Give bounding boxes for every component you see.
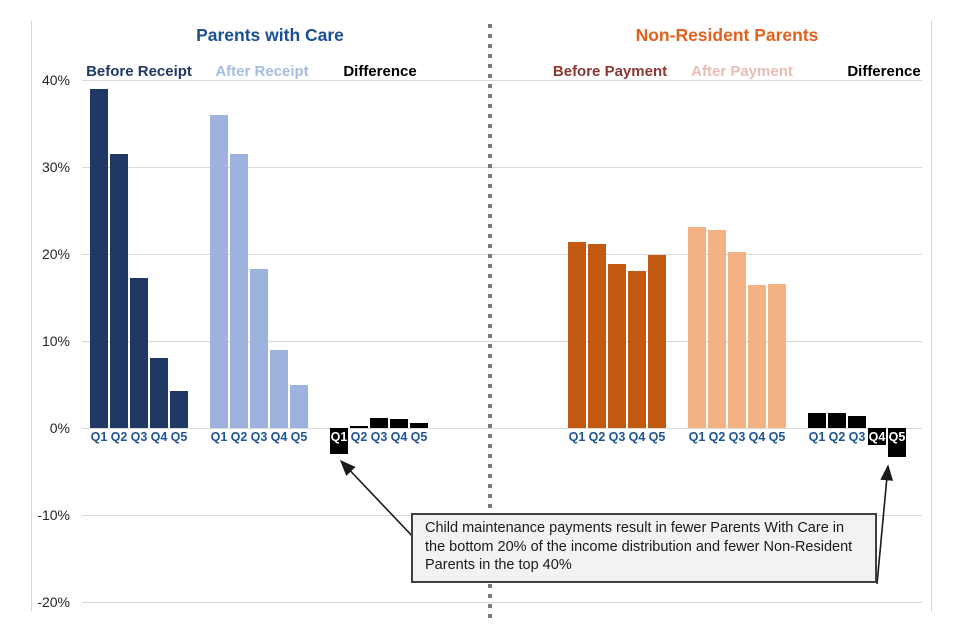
x-tick-label: Q2	[230, 430, 248, 444]
difference-q5-bar	[888, 428, 906, 457]
x-tick-label: Q4	[868, 430, 886, 444]
before-receipt-q1-bar	[90, 88, 108, 428]
after-payment-q3-bar	[728, 252, 746, 428]
x-tick-label: Q1	[808, 430, 826, 444]
difference-q2-bar	[350, 426, 368, 428]
gridline	[82, 341, 922, 342]
x-tick-label: Q2	[110, 430, 128, 444]
before-receipt-q5-bar	[170, 390, 188, 428]
x-tick-label: Q3	[608, 430, 626, 444]
difference-q3-bar	[848, 415, 866, 428]
y-tick-label: -10%	[37, 507, 70, 523]
gridline	[82, 428, 922, 429]
x-tick-label: Q1	[330, 430, 348, 444]
y-tick-label: 20%	[41, 246, 70, 262]
x-tick-label: Q1	[688, 430, 706, 444]
after-payment-q4-bar	[748, 285, 766, 428]
series-label-after-payment: After Payment	[691, 63, 793, 80]
gridline	[82, 254, 922, 255]
x-tick-label: Q4	[748, 430, 766, 444]
difference-q1-bar	[808, 413, 826, 428]
y-tick-label: 30%	[41, 159, 70, 175]
x-tick-label: Q5	[170, 430, 188, 444]
difference-q2-bar	[828, 413, 846, 428]
x-tick-label: Q4	[628, 430, 646, 444]
annotation-box: Child maintenance payments result in few…	[411, 513, 877, 583]
gridline	[82, 167, 922, 168]
x-tick-label: Q5	[888, 430, 906, 444]
difference-q3-bar	[370, 418, 388, 428]
x-tick-label: Q5	[410, 430, 428, 444]
x-tick-label: Q2	[350, 430, 368, 444]
plot-border-right	[931, 20, 932, 612]
difference-q4-bar	[868, 428, 886, 445]
x-tick-label: Q3	[130, 430, 148, 444]
x-tick-label: Q4	[270, 430, 288, 444]
x-tick-label: Q5	[290, 430, 308, 444]
difference-q5-bar	[410, 422, 428, 428]
x-tick-label: Q1	[568, 430, 586, 444]
x-tick-label: Q1	[90, 430, 108, 444]
before-payment-q5-bar	[648, 254, 666, 428]
after-payment-q5-bar	[768, 283, 786, 428]
series-label-difference-left: Difference	[343, 63, 417, 80]
panel-divider	[488, 24, 492, 618]
before-payment-q4-bar	[628, 270, 646, 428]
difference-q1-bar	[330, 428, 348, 455]
x-tick-label: Q5	[648, 430, 666, 444]
x-tick-label: Q4	[150, 430, 168, 444]
x-tick-label: Q3	[728, 430, 746, 444]
plot-border-left	[31, 20, 32, 612]
after-receipt-q5-bar	[290, 384, 308, 428]
x-tick-label: Q3	[370, 430, 388, 444]
after-receipt-q1-bar	[210, 114, 228, 428]
panel-title-parents-with-care: Parents with Care	[196, 25, 344, 45]
before-payment-q1-bar	[568, 241, 586, 428]
after-receipt-q3-bar	[250, 268, 268, 428]
x-tick-label: Q3	[250, 430, 268, 444]
x-tick-label: Q2	[828, 430, 846, 444]
difference-q4-bar	[390, 419, 408, 428]
before-receipt-q3-bar	[130, 278, 148, 428]
y-tick-label: 0%	[49, 420, 70, 436]
after-receipt-q4-bar	[270, 349, 288, 428]
y-tick-label: -20%	[37, 594, 70, 610]
gridline	[82, 80, 922, 81]
series-label-difference-right: Difference	[847, 63, 921, 80]
series-label-before-receipt: Before Receipt	[86, 63, 192, 80]
annotation-text: Child maintenance payments result in few…	[425, 520, 853, 574]
annotation-arrow-right	[876, 464, 894, 585]
before-payment-q2-bar	[588, 244, 606, 428]
before-payment-q3-bar	[608, 264, 626, 428]
gridline	[82, 602, 922, 603]
series-label-before-payment: Before Payment	[552, 63, 668, 80]
y-tick-label: 10%	[41, 333, 70, 349]
before-receipt-q4-bar	[150, 358, 168, 428]
y-tick-label: 40%	[41, 72, 70, 88]
series-label-after-receipt: After Receipt	[215, 63, 309, 80]
panel-title-non-resident-parents: Non-Resident Parents	[635, 25, 819, 45]
x-tick-label: Q5	[768, 430, 786, 444]
x-tick-label: Q4	[390, 430, 408, 444]
x-tick-label: Q1	[210, 430, 228, 444]
x-tick-label: Q3	[848, 430, 866, 444]
x-tick-label: Q2	[708, 430, 726, 444]
x-tick-label: Q2	[588, 430, 606, 444]
after-receipt-q2-bar	[230, 153, 248, 428]
before-receipt-q2-bar	[110, 153, 128, 428]
after-payment-q2-bar	[708, 229, 726, 428]
after-payment-q1-bar	[688, 227, 706, 428]
